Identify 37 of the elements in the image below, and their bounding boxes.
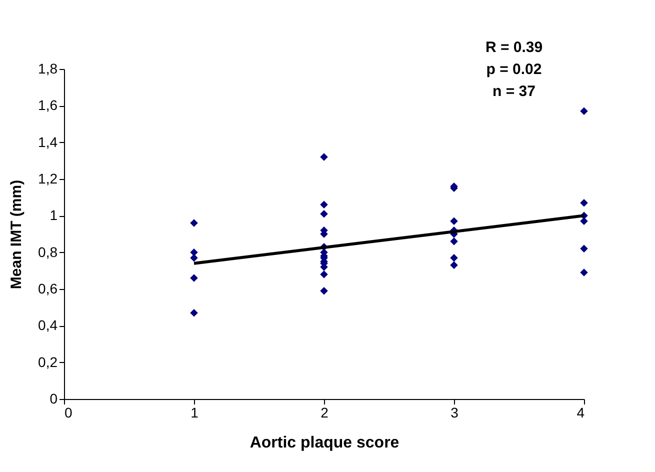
annotation: n = 37 — [492, 83, 536, 100]
point — [190, 308, 198, 317]
annotation: p = 0.02 — [486, 61, 542, 78]
point — [450, 237, 458, 246]
y-tick-label: 0 — [50, 390, 58, 406]
point — [580, 107, 588, 116]
y-tick-label: 1 — [50, 207, 58, 224]
y-tick-label: 0,4 — [38, 317, 58, 334]
x-tick-label: 1 — [190, 404, 199, 420]
text: R = 0.39 — [485, 39, 543, 56]
x-axis-title: Aortic plaque score — [250, 434, 400, 452]
y-tick-label: 1,8 — [38, 60, 58, 76]
y-tick-label: 1,6 — [38, 97, 58, 114]
point — [580, 217, 588, 226]
point — [580, 244, 588, 253]
y-tick-label: 1,4 — [38, 134, 58, 150]
point — [580, 268, 588, 276]
x-tick-label: 2 — [320, 404, 329, 420]
x-tick-label: 3 — [450, 404, 459, 420]
point — [190, 219, 198, 227]
point — [320, 210, 328, 218]
point — [450, 254, 458, 262]
point — [580, 198, 588, 207]
point — [320, 153, 328, 161]
y-axis-title: Mean IMT (mm) — [8, 180, 26, 290]
x-tick-label: 4 — [576, 404, 585, 420]
x-tick-label: 0 — [64, 404, 72, 420]
point — [320, 270, 328, 278]
y-tick-label: 1,2 — [38, 170, 58, 186]
y-tick-label: 0,8 — [38, 244, 58, 260]
point — [190, 274, 198, 282]
point — [450, 217, 458, 226]
y-tick-label: 0,2 — [38, 354, 58, 370]
point — [320, 200, 328, 209]
point — [320, 286, 328, 295]
point — [450, 261, 458, 270]
y-tick-label: 0,6 — [38, 280, 58, 296]
